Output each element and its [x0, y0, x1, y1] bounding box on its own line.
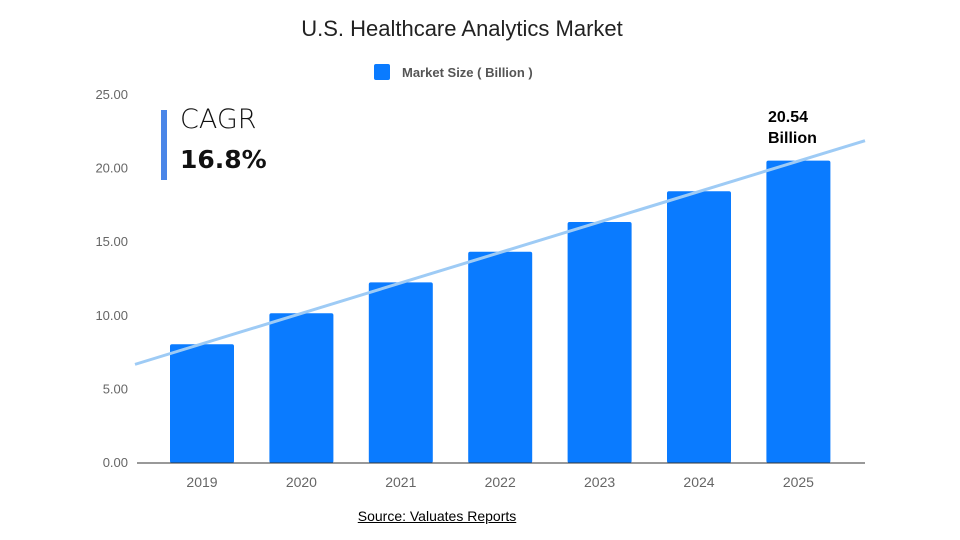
x-tick-label: 2023 [584, 474, 615, 490]
trend-line [134, 139, 866, 366]
y-tick-label: 15.00 [95, 234, 128, 249]
y-tick-label: 0.00 [103, 455, 128, 470]
annotation-value: 20.54 [768, 109, 809, 126]
cagr-accent-bar [161, 110, 167, 180]
bar-2021 [368, 282, 433, 463]
x-tick-label: 2024 [683, 474, 714, 490]
legend: Market Size ( Billion ) [374, 64, 533, 80]
x-tick-label: 2025 [783, 474, 814, 490]
y-tick-label: 5.00 [103, 381, 128, 396]
bar-2025 [766, 160, 831, 464]
x-tick-label: 2022 [485, 474, 516, 490]
chart-title: U.S. Healthcare Analytics Market [301, 16, 623, 41]
annotation-unit: Billion [768, 130, 817, 147]
y-tick-label: 10.00 [95, 308, 128, 323]
legend-label: Market Size ( Billion ) [402, 64, 533, 80]
x-tick-label: 2020 [286, 474, 317, 490]
bar-2024 [667, 191, 731, 463]
bar-2023 [567, 222, 632, 463]
y-tick-label: 20.00 [95, 161, 128, 176]
x-tick-label: 2021 [385, 474, 416, 490]
cagr-label: CAGR [180, 104, 257, 135]
cagr-value: 16.8% [180, 145, 267, 174]
last-bar-annotation: 20.54 Billion [768, 107, 817, 149]
bar-2022 [468, 251, 533, 463]
legend-swatch [374, 64, 390, 80]
bar-2020 [269, 313, 334, 463]
y-tick-label: 25.00 [95, 87, 128, 102]
source-link[interactable]: Source: Valuates Reports [357, 508, 517, 524]
bar-2019 [170, 344, 234, 463]
x-tick-label: 2019 [186, 474, 217, 490]
